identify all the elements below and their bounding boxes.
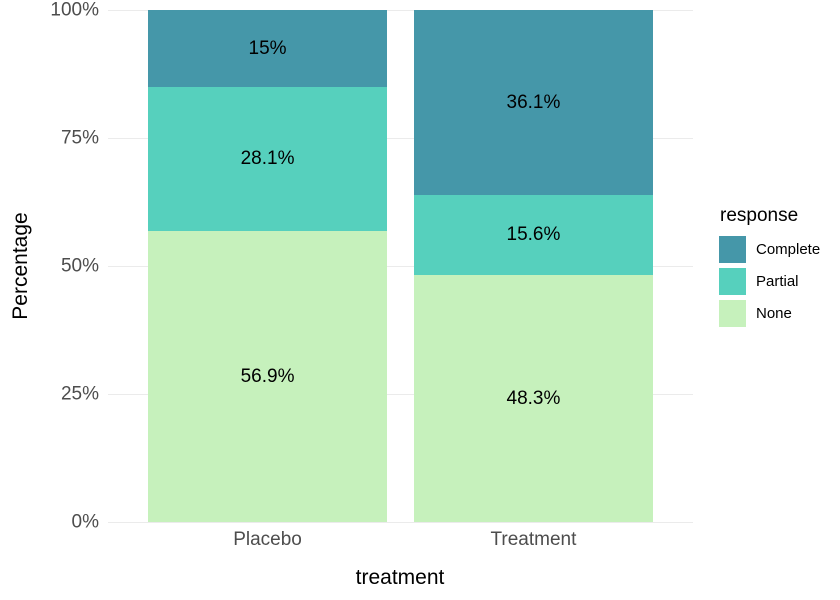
y-tick-label-25: 25% [60,383,99,405]
y-tick-label-0: 0% [71,511,99,533]
y-tick-label-100: 100% [50,0,99,21]
value-label-treatment-partial: 15.6% [506,224,561,246]
bar-treatment-segment-partial: 15.6% [413,194,654,275]
bar-treatment: 36.1% 15.6% 48.3% [413,10,654,522]
x-axis-title: treatment [355,566,445,589]
legend-entries: Complete Partial None [719,236,820,327]
value-label-placebo-partial: 28.1% [240,148,295,170]
x-tick-label-treatment: Treatment [490,529,577,550]
legend-entry-complete: Complete [719,236,820,263]
legend-label-none: None [756,305,792,322]
legend-title: response [720,205,799,226]
legend: response Complete Partial None [719,205,820,332]
bar-placebo-segment-complete: 15% [147,10,388,87]
value-label-treatment-complete: 36.1% [506,91,561,113]
plot-panel: 15% 28.1% 56.9% 36.1% 15.6% 48.3% [108,9,693,523]
legend-entry-none: None [719,300,820,327]
gridline-0 [108,521,693,523]
bar-treatment-segment-complete: 36.1% [413,10,654,195]
y-tick-label-50: 50% [60,255,99,277]
legend-swatch-partial [719,268,746,295]
bar-treatment-segment-none: 48.3% [413,274,654,522]
x-axis-ticks: Placebo Treatment [108,522,693,552]
gridline-100 [108,9,693,11]
gridline-25 [108,393,693,395]
legend-swatch-none [719,300,746,327]
value-label-treatment-none: 48.3% [506,387,561,409]
bar-placebo-segment-none: 56.9% [147,230,388,522]
gridline-75 [108,137,693,139]
gridline-50 [108,265,693,267]
legend-swatch-complete [719,236,746,263]
legend-label-complete: Complete [756,241,821,258]
y-tick-label-75: 75% [60,127,99,149]
x-tick-label-placebo: Placebo [233,529,302,550]
bar-placebo-segment-partial: 28.1% [147,86,388,231]
bar-placebo: 15% 28.1% 56.9% [147,10,388,522]
value-label-placebo-none: 56.9% [240,365,295,387]
legend-entry-partial: Partial [719,268,820,295]
y-axis-ticks: 0% 25% 50% 75% 100% [0,1,99,532]
legend-label-partial: Partial [756,273,799,290]
value-label-placebo-complete: 15% [248,37,287,59]
